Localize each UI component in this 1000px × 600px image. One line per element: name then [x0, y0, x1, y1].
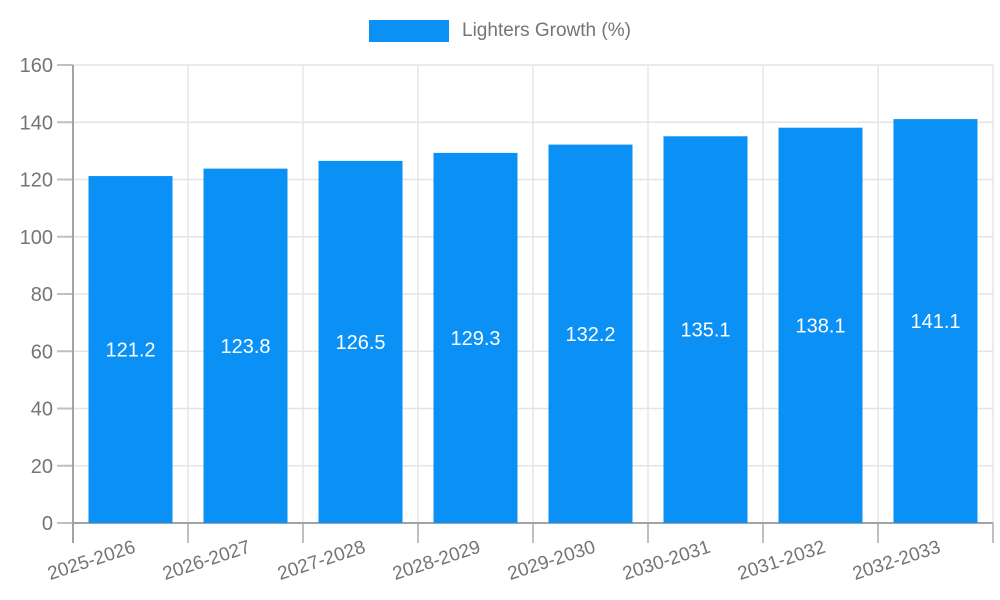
bar — [893, 119, 978, 523]
y-tick-label: 100 — [20, 227, 53, 249]
x-tick-label: 2028-2029 — [390, 537, 483, 585]
legend-swatch-icon — [369, 19, 450, 42]
bar-value-label: 121.2 — [105, 340, 155, 362]
bar-value-label: 126.5 — [335, 332, 385, 354]
bar — [548, 144, 633, 523]
x-tick-label: 2025-2026 — [45, 537, 138, 585]
x-tick-label: 2031-2032 — [735, 537, 828, 585]
y-tick-label: 120 — [20, 170, 53, 192]
y-tick-label: 80 — [31, 284, 53, 306]
x-tick-label: 2026-2027 — [160, 537, 253, 585]
bar — [433, 152, 518, 523]
chart-legend[interactable]: Lighters Growth (%) — [0, 19, 1000, 42]
bar-value-label: 129.3 — [450, 328, 500, 350]
x-tick-label: 2027-2028 — [275, 537, 368, 585]
bar — [778, 127, 863, 523]
bar — [318, 160, 403, 524]
bar — [203, 168, 288, 523]
y-tick-label: 60 — [31, 341, 53, 363]
bar-value-label: 135.1 — [680, 320, 730, 342]
x-tick-label: 2030-2031 — [620, 537, 713, 585]
bar-value-label: 123.8 — [220, 336, 270, 358]
bar-value-label: 141.1 — [910, 311, 960, 333]
x-tick-label: 2032-2033 — [850, 537, 943, 585]
bar — [663, 136, 748, 523]
bar-value-label: 138.1 — [795, 315, 845, 337]
y-tick-label: 160 — [20, 55, 53, 77]
y-tick-label: 40 — [31, 399, 53, 421]
y-tick-label: 0 — [42, 513, 53, 535]
y-tick-label: 20 — [31, 456, 53, 478]
legend-label: Lighters Growth (%) — [462, 20, 631, 41]
bar-value-label: 132.2 — [565, 324, 615, 346]
x-tick-label: 2029-2030 — [505, 537, 598, 585]
y-tick-label: 140 — [20, 112, 53, 134]
bar — [88, 176, 173, 523]
